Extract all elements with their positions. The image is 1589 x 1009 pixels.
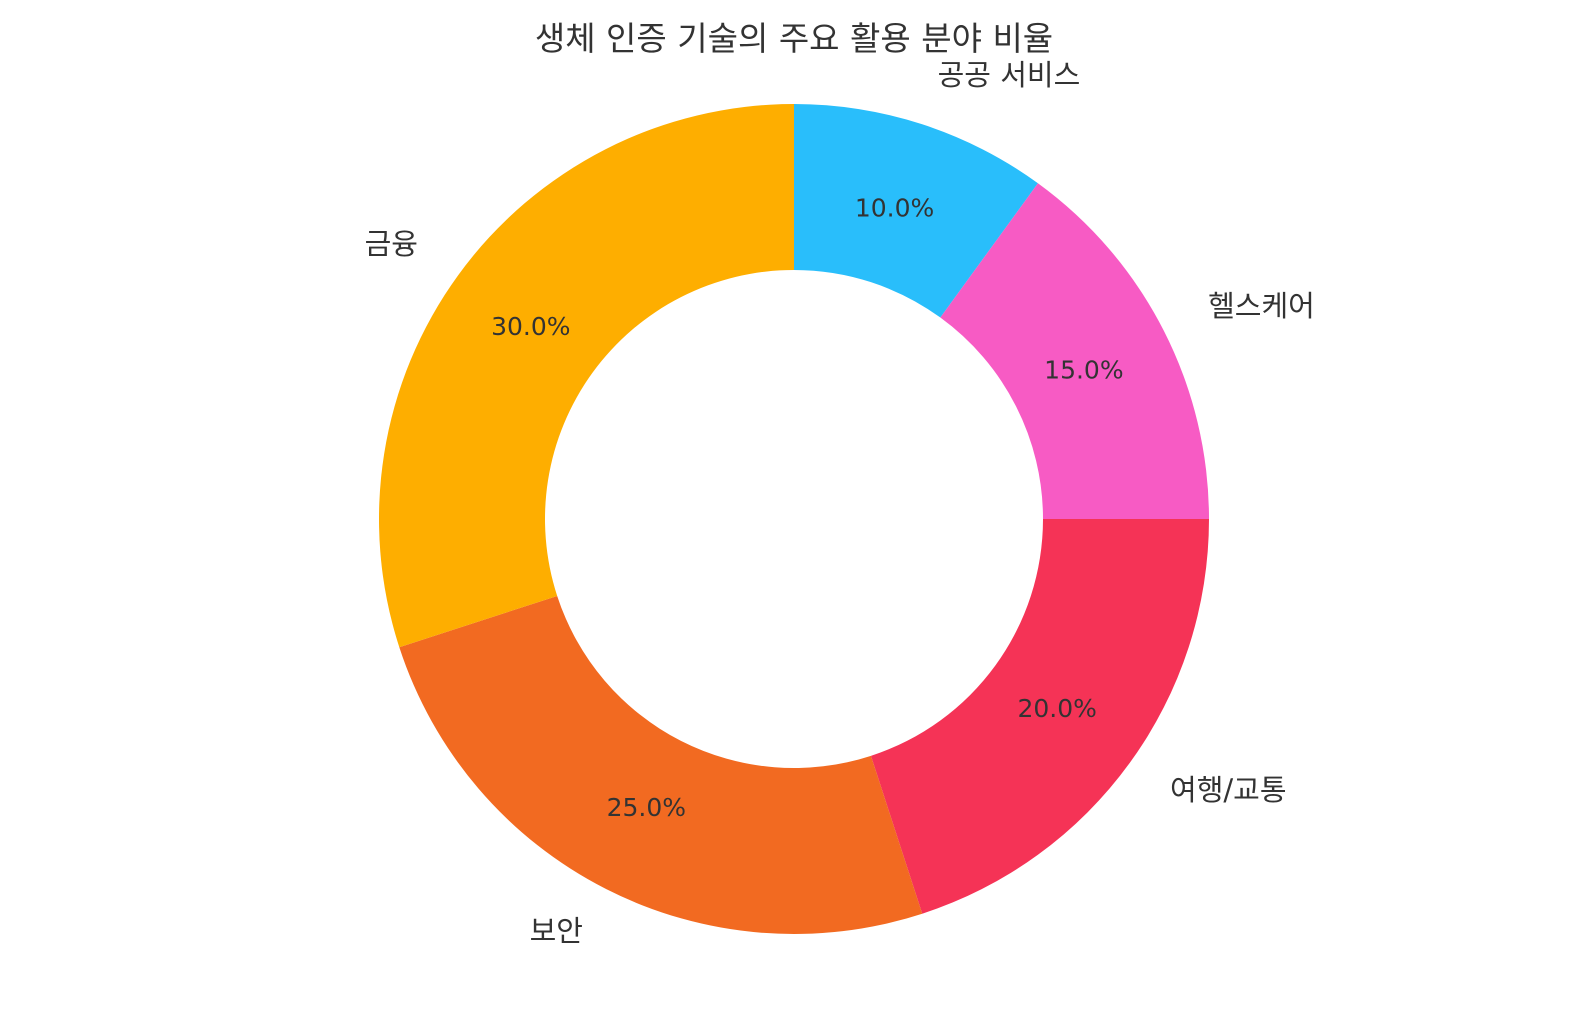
slice-label: 보안 bbox=[530, 914, 583, 948]
slice-percent-label: 20.0% bbox=[1018, 694, 1097, 723]
slice-percent-label: 10.0% bbox=[855, 194, 934, 223]
donut-slice bbox=[794, 104, 1038, 318]
slice-label: 금융 bbox=[365, 227, 418, 261]
slice-label: 헬스케어 bbox=[1208, 289, 1315, 323]
donut-slice bbox=[379, 104, 794, 648]
labels-layer: 공공 서비스 10.0% 헬스케어 15.0% 여행/교통 20.0% 보안 25.0% 금융 3… bbox=[365, 58, 1315, 948]
slice-percent-label: 15.0% bbox=[1044, 355, 1123, 384]
slice-label: 공공 서비스 bbox=[938, 58, 1081, 92]
chart-title: 생체 인증 기술의 주요 활용 분야 비율 bbox=[535, 19, 1053, 58]
slice-label: 여행/교통 bbox=[1170, 773, 1287, 807]
donut-slice bbox=[940, 183, 1209, 520]
slices-layer bbox=[379, 104, 1209, 935]
donut-slice bbox=[399, 595, 923, 935]
slice-percent-label: 25.0% bbox=[607, 793, 686, 822]
slice-percent-label: 30.0% bbox=[491, 312, 570, 341]
donut-slice bbox=[870, 519, 1209, 914]
